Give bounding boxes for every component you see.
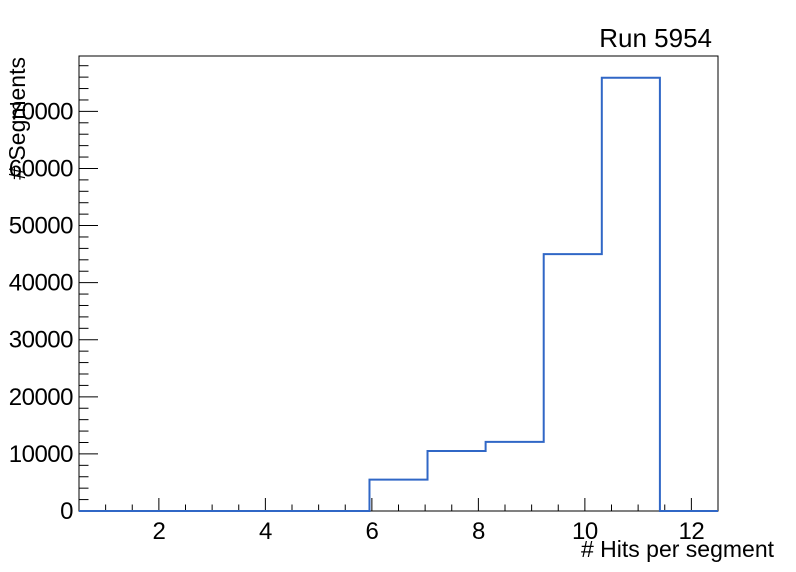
- chart-title: Run 5954: [599, 23, 712, 53]
- y-axis-tick-labels: 0 10000 20000 30000 40000 50000 60000 70000: [9, 98, 74, 525]
- x-tick-label: 12: [679, 518, 705, 545]
- x-tick-label: 4: [259, 518, 272, 545]
- x-axis-tick-labels: 2 4 6 8 10 12: [152, 518, 704, 545]
- x-axis-title: # Hits per segment: [581, 536, 775, 562]
- y-tick-label: 60000: [9, 155, 73, 182]
- x-axis-ticks: [105, 498, 692, 511]
- x-tick-label: 6: [365, 518, 378, 545]
- y-tick-label: 40000: [9, 270, 73, 297]
- y-tick-label: 70000: [9, 98, 73, 125]
- y-tick-label: 50000: [9, 213, 73, 240]
- x-tick-label: 10: [572, 518, 598, 545]
- y-tick-label: 30000: [9, 327, 73, 354]
- x-tick-label: 8: [472, 518, 485, 545]
- y-axis-title: # Segments: [4, 57, 30, 180]
- histogram-step-line: [79, 76, 718, 512]
- y-tick-label: 0: [60, 498, 73, 525]
- x-tick-label: 2: [152, 518, 165, 545]
- y-tick-label: 20000: [9, 384, 73, 411]
- y-tick-label: 10000: [9, 441, 73, 468]
